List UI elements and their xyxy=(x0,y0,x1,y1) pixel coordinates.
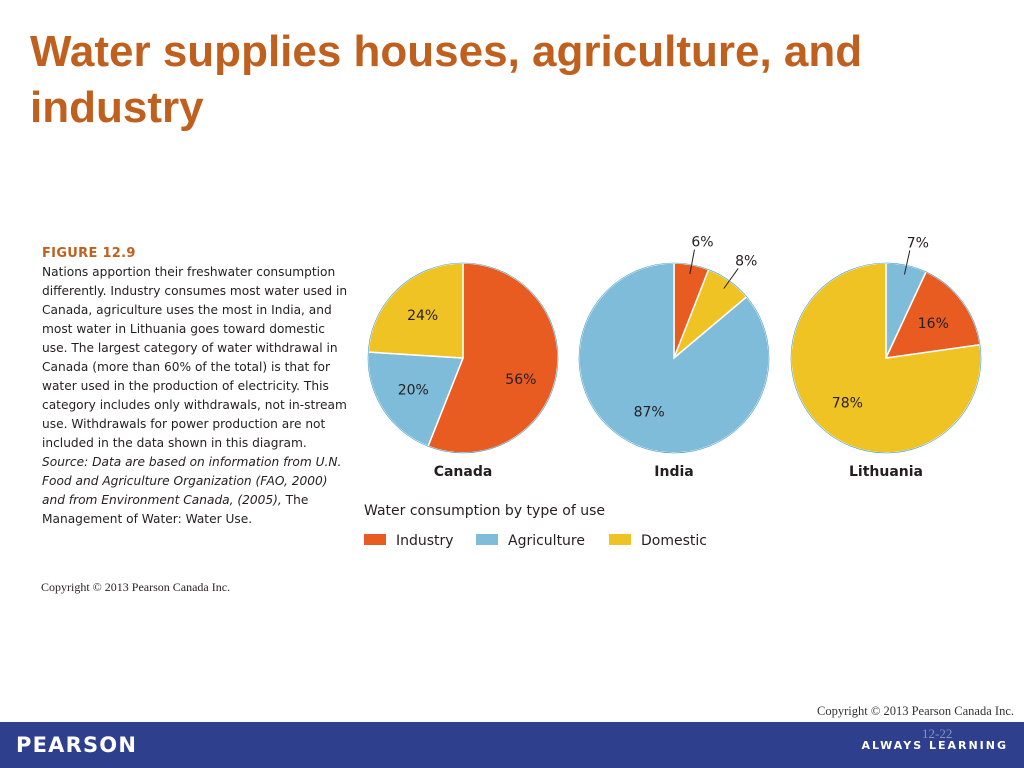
pie-name-lithuania: Lithuania xyxy=(849,464,923,480)
caption-source-tail: The Management of Water: Water Use. xyxy=(42,493,309,526)
pie-outline xyxy=(790,262,982,454)
pie-label-canada-industry: 56% xyxy=(505,372,536,388)
pie-lithuania: 7% 16% 78% Lithuania xyxy=(790,235,982,480)
slide-copyright: Copyright © 2013 Pearson Canada Inc. xyxy=(817,704,1014,718)
caption-body: Nations apportion their freshwater consu… xyxy=(42,265,348,450)
pie-leader-line xyxy=(903,250,911,275)
pie-charts-figure: 56% 20% 24% Canada 6% 8% 87% India 7% 16% 78% Lithu… xyxy=(356,226,996,566)
pie-label-lithuania-agriculture: 7% xyxy=(907,235,929,251)
pie-label-canada-agriculture: 20% xyxy=(398,383,429,399)
pie-india: 6% 8% 87% India xyxy=(578,235,770,480)
pie-label-lithuania-domestic: 78% xyxy=(832,395,863,411)
legend-swatch-domestic xyxy=(609,534,631,545)
pie-outline xyxy=(367,262,559,454)
pie-canada: 56% 20% 24% Canada xyxy=(367,262,559,480)
pearson-logo: PEARSON xyxy=(16,733,138,757)
legend-label-agriculture: Agriculture xyxy=(508,533,585,549)
legend-swatch-industry xyxy=(364,534,386,545)
pie-label-india-industry: 6% xyxy=(691,235,713,251)
pie-name-india: India xyxy=(654,464,693,480)
pie-label-lithuania-industry: 16% xyxy=(918,316,949,332)
figure-caption-block: FIGURE 12.9 Nations apportion their fres… xyxy=(42,246,348,529)
figure-caption: Nations apportion their freshwater consu… xyxy=(42,263,348,529)
legend-label-industry: Industry xyxy=(396,533,454,549)
pie-label-india-domestic: 8% xyxy=(735,253,757,269)
legend-label-domestic: Domestic xyxy=(641,533,707,549)
caption-source: Source: Data are based on information fr… xyxy=(42,455,342,507)
pie-charts-svg: 56% 20% 24% Canada 6% 8% 87% India 7% 16% 78% Lithu… xyxy=(364,235,982,549)
slide-number: 12-22 xyxy=(922,726,953,741)
pie-label-canada-domestic: 24% xyxy=(407,308,438,324)
pie-label-india-agriculture: 87% xyxy=(634,404,665,420)
legend-swatch-agriculture xyxy=(476,534,498,545)
pie-leader-line xyxy=(689,249,695,275)
figure-label: FIGURE 12.9 xyxy=(42,246,136,261)
figure-copyright: Copyright © 2013 Pearson Canada Inc. xyxy=(41,580,231,594)
pie-leader-line xyxy=(723,268,739,289)
chart-title: Water consumption by type of use xyxy=(364,503,605,519)
slide-title: Water supplies houses, agriculture, and … xyxy=(30,27,863,132)
pie-outline xyxy=(578,262,770,454)
footer-bar: PEARSON 12-22 ALWAYS LEARNING xyxy=(0,722,1024,768)
footer-tagline: ALWAYS LEARNING xyxy=(861,739,1008,752)
pie-name-canada: Canada xyxy=(434,464,493,480)
